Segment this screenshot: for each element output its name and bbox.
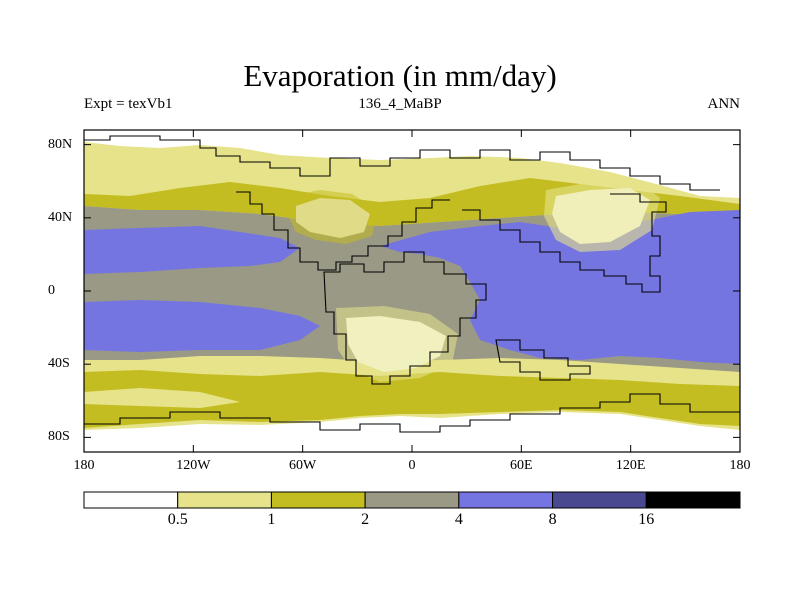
lon-label: 60E <box>510 458 533 473</box>
lon-label: 120E <box>615 458 646 473</box>
colorbar-level-label: 8 <box>548 511 557 528</box>
colorbar-swatch <box>270 491 366 509</box>
colorbar-level-label: 4 <box>454 511 463 528</box>
colorbar-swatch <box>645 491 741 509</box>
colorbar <box>83 491 741 509</box>
colorbar-swatch <box>552 491 647 509</box>
lat-label: 40N <box>48 209 73 225</box>
colorbar-level-label: 1 <box>267 511 276 528</box>
colorbar-swatch <box>364 491 460 509</box>
colorbar-level-label: 2 <box>361 511 370 528</box>
season-label: ANN <box>707 96 741 112</box>
run-label: 136_4_MaBP <box>358 96 442 112</box>
colorbar-swatch <box>458 491 554 509</box>
lat-label: 80S <box>48 429 70 445</box>
axis-ticks <box>83 130 741 452</box>
experiment-label: Expt = texVb1 <box>84 96 173 112</box>
coastline <box>84 135 740 433</box>
lon-label: 180 <box>729 458 751 473</box>
colorbar-swatch <box>83 491 179 509</box>
colorbar-level-label: 16 <box>638 511 655 528</box>
lon-label: 60W <box>289 458 317 473</box>
lat-label: 80N <box>48 136 73 152</box>
lon-label: 120W <box>176 458 211 473</box>
map-title: Evaporation (in mm/day) <box>243 58 557 93</box>
lon-label: 180 <box>73 458 95 473</box>
lat-label: 40S <box>48 356 70 372</box>
evaporation-field <box>84 130 740 452</box>
lat-label: 0 <box>48 283 55 298</box>
colorbar-swatch <box>177 491 272 509</box>
lon-label: 0 <box>408 458 416 473</box>
colorbar-level-label: 0.5 <box>167 511 188 528</box>
